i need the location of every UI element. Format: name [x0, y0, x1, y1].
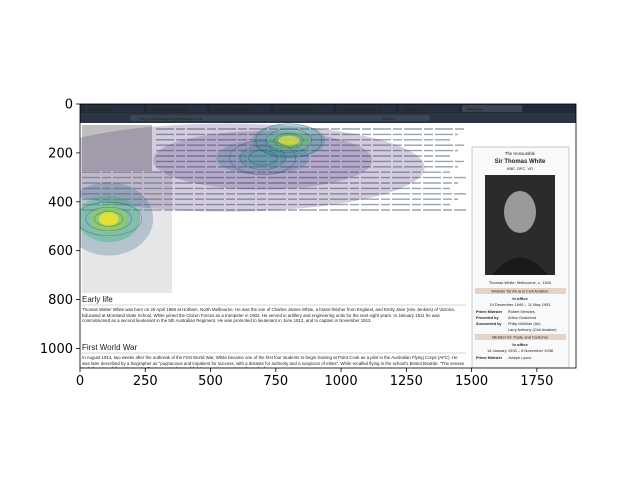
y-tick-label: 800: [48, 293, 73, 308]
section-early-life: Early life: [82, 295, 113, 304]
infobox-succeeded1: Philip McBride (Air): [508, 322, 541, 326]
x-tick-label: 1000: [325, 374, 358, 389]
url-text: https://wikianalysis.herokuapp.com: [140, 116, 202, 121]
portrait-face: [504, 191, 536, 233]
infobox-office2-band: [475, 334, 566, 340]
y-tick-label: 400: [48, 195, 73, 210]
browser-tab-label: WhatsApp: [404, 108, 421, 112]
density-contour: [215, 140, 310, 175]
browser-tab-label: MKS analysis: [89, 108, 111, 112]
early-life-paragraph: Thomas Walter White was born on 26 April…: [82, 307, 455, 323]
infobox-name: Sir Thomas White: [495, 159, 546, 165]
x-tick-label: 750: [263, 374, 288, 389]
density-contour-line: [239, 145, 287, 170]
infobox-caption: Thomas White, Melbourne, c. 1943: [489, 280, 552, 285]
browser-tab[interactable]: [84, 105, 144, 112]
infobox-pm1-label: Prime Minister: [476, 310, 503, 314]
infobox-pm1: Robert Menzies: [508, 310, 535, 314]
density-contour-line: [229, 140, 297, 175]
infobox-succeeded-label: Succeeded by: [476, 322, 502, 326]
infobox-preceded: Arthur Drakeford: [508, 316, 536, 320]
x-tick-label: 1750: [520, 374, 553, 389]
browser-tab-label: Wikipedia: [467, 108, 483, 112]
density-contour-line: [265, 128, 313, 153]
section-first-world-war: First World War: [82, 343, 137, 352]
x-tick-label: 1250: [390, 374, 423, 389]
x-axis: 0 250 500 750 1000 1250 1500 1750: [76, 368, 553, 389]
browser-tabs[interactable]: MKS analysis Surface potential calcu Chapt…: [84, 105, 522, 112]
x-tick-label: 500: [198, 374, 223, 389]
infobox-term1: 19 December 1949 – 11 May 1951: [489, 302, 551, 307]
infobox-in-office-2: In office: [512, 342, 528, 347]
infobox-office2: Minister for Trade and Customs: [492, 335, 548, 340]
density-contour-line: [274, 133, 304, 149]
screenshot-background: MKS analysis Surface potential calcu Chapt…: [80, 104, 576, 368]
article-text-upper: [82, 128, 466, 211]
density-overlay: [80, 123, 425, 256]
density-contour-line: [94, 211, 124, 227]
y-tick-label: 600: [48, 244, 73, 259]
density-contour: [98, 212, 119, 226]
density-contour: [278, 135, 300, 146]
infobox-succeeded2: Larry Anthony (Civil Aviation): [508, 328, 557, 332]
density-contour: [153, 130, 373, 190]
x-tick-label: 250: [133, 374, 158, 389]
url-bar[interactable]: [130, 115, 430, 121]
infobox-pm2: Joseph Lyons: [508, 356, 531, 360]
infobox-honorific: The Honourable: [505, 151, 536, 156]
search-placeholder: Search: [382, 116, 395, 121]
density-contour: [239, 148, 287, 168]
density-contour-line: [248, 150, 278, 166]
browser-tab[interactable]: [273, 105, 333, 112]
ww1-paragraph: In August 1914, two weeks after the outb…: [82, 355, 464, 368]
infobox-in-office-1: In office: [512, 296, 528, 301]
browser-tab-label: Chernobyl, the pilot (pod: [278, 108, 317, 112]
browser-tab[interactable]: [462, 105, 522, 112]
y-tick-label: 1000: [40, 342, 73, 357]
axes-frame: [79, 103, 577, 369]
x-tick-label: 0: [76, 374, 84, 389]
portrait-suit: [492, 257, 548, 275]
browser-tab-label: Surface potential calcu: [152, 108, 188, 112]
browser-tab[interactable]: [147, 105, 207, 112]
density-contour-line: [85, 206, 132, 231]
y-tick-label: 0: [65, 98, 73, 113]
browser-tab[interactable]: [399, 105, 459, 112]
browser-tab-label: Chapter 5 The Fenk-Fri: [215, 108, 252, 112]
browser-tab[interactable]: [210, 105, 270, 112]
density-contour-line: [255, 123, 323, 158]
infobox-term2: 14 January 1933 – 8 November 1938: [487, 348, 554, 353]
y-axis: 0 200 400 600 800 1000: [40, 98, 80, 357]
infobox-office1-band: [475, 288, 566, 294]
x-tick-label: 1500: [455, 374, 488, 389]
infobox-postnominals: KBE, DFC, VD: [507, 166, 533, 171]
left-figure: [82, 171, 172, 293]
infobox-pm2-label: Prime Minister: [476, 356, 503, 360]
browser-tab-label: Microsoft PowerPoint - 30: [341, 108, 382, 112]
density-contour: [80, 123, 425, 212]
density-contour-line: [80, 201, 143, 237]
infobox-preceded-label: Preceded by: [476, 316, 499, 320]
y-tick-label: 200: [48, 146, 73, 161]
browser-tab[interactable]: [336, 105, 396, 112]
infobox-office1: Minister for Air and Civil Aviation: [491, 289, 548, 294]
left-panel: [82, 125, 152, 171]
